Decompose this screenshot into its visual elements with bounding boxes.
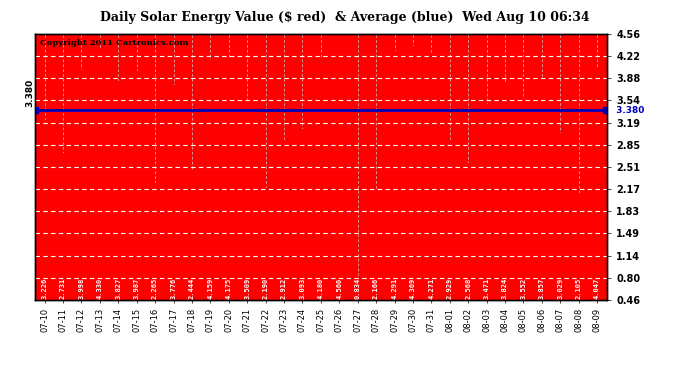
Bar [110,81,127,300]
Text: 4.271: 4.271 [428,278,434,299]
Bar [294,129,311,300]
Bar [589,67,606,300]
Text: 2.568: 2.568 [465,278,471,299]
Bar [201,60,219,300]
Bar [404,46,422,300]
Bar [275,141,293,300]
Bar [460,163,477,300]
Bar [257,188,275,300]
Text: 3.093: 3.093 [299,278,306,299]
Bar [422,53,440,300]
Bar [570,193,587,300]
Text: 4.560: 4.560 [336,278,342,299]
Text: 4.159: 4.159 [208,278,213,299]
Bar [441,140,458,300]
Bar [515,99,532,300]
Bar [36,120,53,300]
Text: 2.265: 2.265 [152,278,158,299]
Text: 3.509: 3.509 [244,278,250,299]
Text: 4.047: 4.047 [594,278,600,299]
Text: 3.998: 3.998 [79,278,84,299]
Bar [367,189,385,300]
Bar [551,133,569,300]
Text: 3.857: 3.857 [539,278,545,299]
Bar [478,105,495,300]
Text: 3.380: 3.380 [613,106,644,115]
Text: 4.175: 4.175 [226,278,232,299]
Text: 2.105: 2.105 [575,278,582,299]
Text: 3.380: 3.380 [26,79,34,107]
Text: 0.834: 0.834 [355,278,361,299]
Bar [55,153,72,300]
Text: 4.330: 4.330 [97,278,103,299]
Bar [331,34,348,300]
Text: 3.824: 3.824 [502,278,508,299]
Text: 3.226: 3.226 [41,278,48,299]
Bar [146,183,164,300]
Bar [349,276,366,300]
Text: 2.444: 2.444 [189,278,195,299]
Text: 3.827: 3.827 [115,278,121,299]
Bar [128,71,146,300]
Text: 3.471: 3.471 [484,278,490,299]
Text: Daily Solar Energy Value ($ red)  & Average (blue)  Wed Aug 10 06:34: Daily Solar Energy Value ($ red) & Avera… [100,11,590,24]
Text: 3.987: 3.987 [134,278,139,299]
Text: Copyright 2011 Cartronics.com: Copyright 2011 Cartronics.com [40,39,189,47]
Text: 4.180: 4.180 [318,278,324,299]
Bar [533,80,551,300]
Text: 3.552: 3.552 [520,278,526,299]
Text: 4.291: 4.291 [391,278,397,299]
Text: 2.166: 2.166 [373,278,379,299]
Text: 2.731: 2.731 [60,278,66,299]
Bar [496,81,514,300]
Text: 2.912: 2.912 [281,278,287,299]
Text: 4.369: 4.369 [410,278,416,299]
Text: 2.190: 2.190 [263,278,268,299]
Bar [312,58,330,300]
Bar [165,85,182,300]
Bar [184,171,201,300]
Text: 3.776: 3.776 [170,278,177,299]
Bar [91,49,108,300]
Bar [220,59,237,300]
Text: 3.029: 3.029 [558,278,563,299]
Bar [386,51,403,300]
Text: 2.929: 2.929 [446,278,453,299]
Bar [239,102,256,300]
Bar [72,70,90,300]
